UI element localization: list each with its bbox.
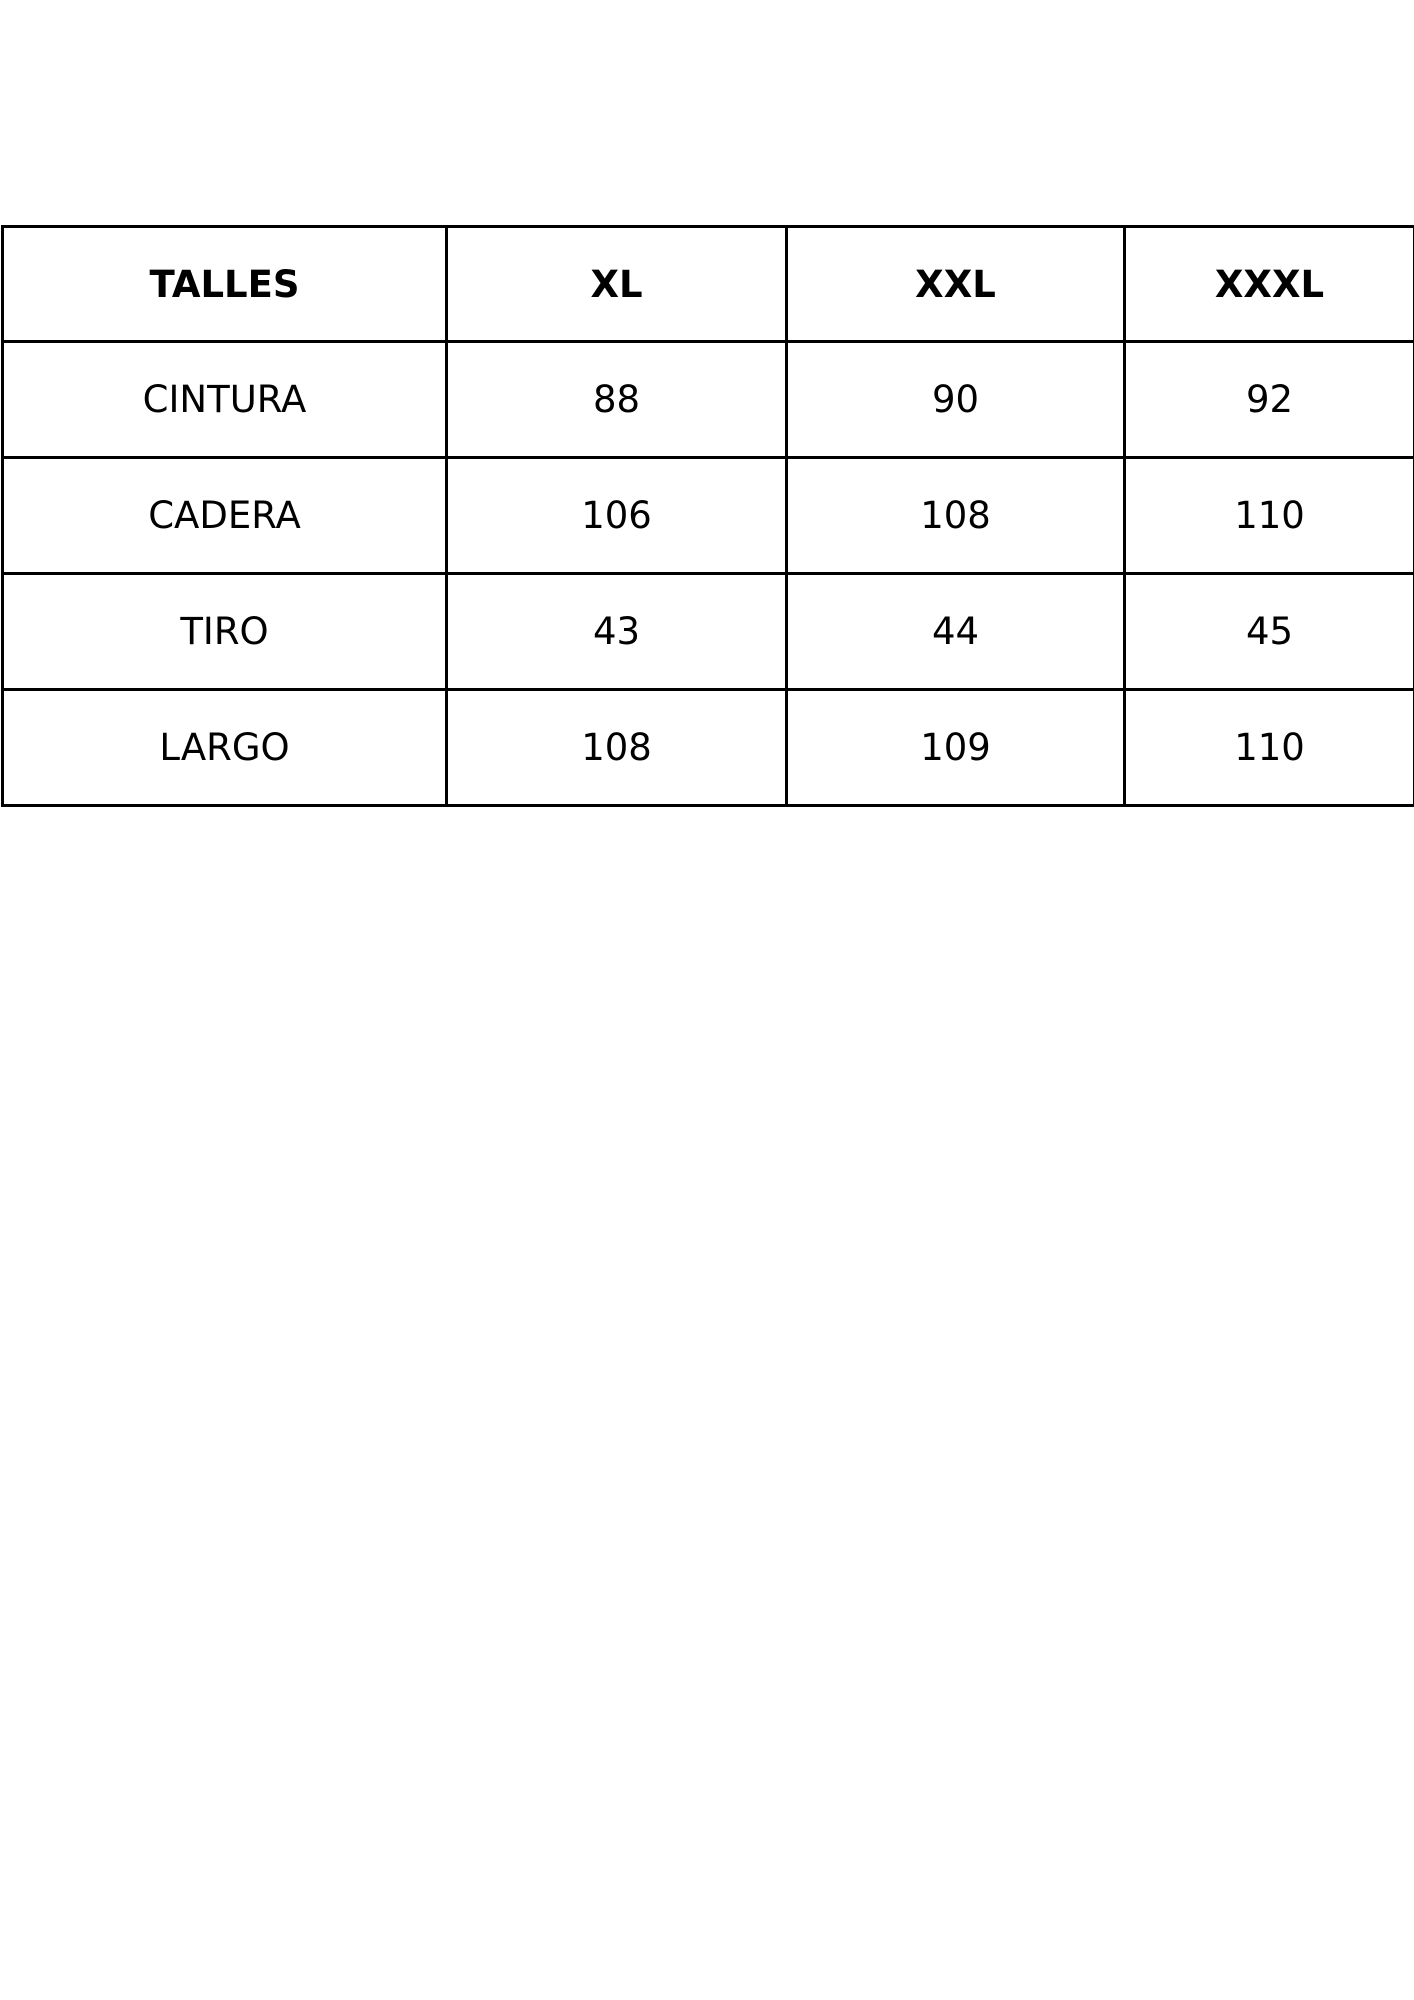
row-label: CADERA <box>1 456 448 575</box>
size-chart-table: TALLES XL XXL XXXL CINTURA 88 90 92 CADE… <box>1 225 1414 807</box>
row-label: CINTURA <box>1 340 448 459</box>
table-cell: 90 <box>785 340 1126 459</box>
table-cell: 108 <box>785 456 1126 575</box>
header-cell-xxl: XXL <box>785 225 1126 343</box>
table-cell: 106 <box>445 456 788 575</box>
header-row: TALLES XL XXL XXXL <box>1 225 1414 343</box>
table-cell: 45 <box>1123 572 1414 691</box>
header-cell-talles: TALLES <box>1 225 448 343</box>
table-row: CADERA 106 108 110 <box>1 456 1414 575</box>
table-cell: 110 <box>1123 688 1414 807</box>
table-cell: 110 <box>1123 456 1414 575</box>
table-cell: 109 <box>785 688 1126 807</box>
row-label: TIRO <box>1 572 448 691</box>
table-row: CINTURA 88 90 92 <box>1 340 1414 459</box>
table-row: LARGO 108 109 110 <box>1 688 1414 807</box>
table-cell: 44 <box>785 572 1126 691</box>
header-cell-xl: XL <box>445 225 788 343</box>
table-row: TIRO 43 44 45 <box>1 572 1414 691</box>
table-cell: 108 <box>445 688 788 807</box>
table-cell: 92 <box>1123 340 1414 459</box>
table-cell: 88 <box>445 340 788 459</box>
header-cell-xxxl: XXXL <box>1123 225 1414 343</box>
row-label: LARGO <box>1 688 448 807</box>
table-cell: 43 <box>445 572 788 691</box>
